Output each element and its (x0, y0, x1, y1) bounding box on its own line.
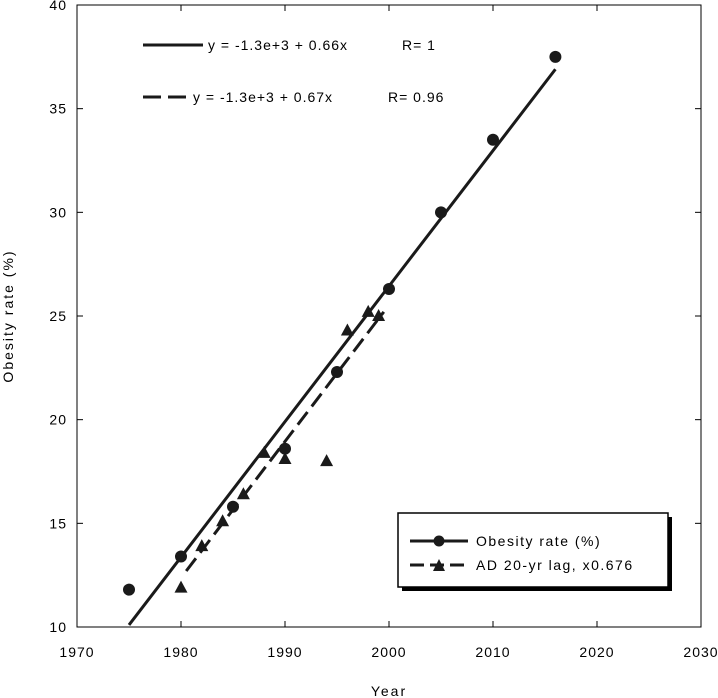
y-tick-label: 15 (49, 515, 67, 531)
x-tick-label: 1970 (59, 644, 94, 660)
fit-lines (127, 68, 557, 626)
axis-ticks: 1970 1980 1990 2000 2010 2020 2030 10 15 20 25 30 35… (49, 0, 718, 660)
data-point-triangle (257, 445, 271, 458)
data-point-triangle (195, 539, 209, 552)
y-tick-label: 10 (49, 619, 67, 635)
data-point-circle (435, 206, 447, 219)
fit-annotation-2-equation: y = -1.3e+3 + 0.67x (193, 89, 333, 105)
legend-label-obesity: Obesity rate (%) (476, 533, 601, 549)
x-tick-label: 2030 (683, 644, 718, 660)
data-point-circle (279, 442, 291, 455)
data-point-triangle (361, 304, 375, 317)
fit-annotation-1-equation: y = -1.3e+3 + 0.66x (208, 37, 348, 53)
fit-annotation-1-r: R= 1 (402, 37, 436, 53)
data-point-triangle (340, 323, 354, 336)
data-point-triangle (236, 487, 250, 500)
x-axis-title: Year (371, 683, 407, 698)
fit-line-1 (127, 68, 557, 626)
x-tick-label: 1990 (267, 644, 302, 660)
y-tick-label: 40 (49, 0, 67, 13)
y-tick-label: 25 (49, 308, 67, 324)
x-tick-label: 1980 (163, 644, 198, 660)
y-axis-title: Obesity rate (%) (0, 249, 16, 382)
legend-label-ad: AD 20-yr lag, x0.676 (476, 557, 634, 573)
data-point-circle (227, 500, 239, 513)
y-tick-label: 35 (49, 101, 67, 117)
fit-annotation-1: y = -1.3e+3 + 0.66x R= 1 (143, 37, 436, 53)
legend-box (397, 512, 669, 588)
data-point-triangle (216, 514, 230, 527)
legend-marker-ad (433, 559, 445, 571)
data-point-circle (487, 133, 499, 146)
data-point-triangle (278, 452, 292, 465)
fit-annotation-2-r: R= 0.96 (388, 89, 444, 105)
data-point-triangle (174, 580, 188, 593)
x-tick-label: 2010 (475, 644, 510, 660)
fit-line-2 (185, 310, 385, 572)
data-point-circle (175, 550, 187, 563)
data-point-triangle (320, 454, 334, 467)
x-tick-label: 2000 (371, 644, 406, 660)
data-point-triangle (372, 309, 386, 321)
legend-marker-obesity (433, 535, 445, 547)
x-tick-label: 2020 (579, 644, 614, 660)
data-point-circle (383, 283, 395, 296)
data-point-circle (123, 583, 135, 596)
data-markers (123, 50, 562, 596)
y-tick-label: 20 (49, 412, 67, 428)
legend: Obesity rate (%) AD 20-yr lag, x0.676 (397, 512, 672, 591)
fit-annotation-2: y = -1.3e+3 + 0.67x R= 0.96 (143, 89, 444, 105)
data-point-circle (549, 50, 562, 63)
data-point-circle (331, 365, 343, 378)
y-tick-label: 30 (49, 204, 67, 220)
